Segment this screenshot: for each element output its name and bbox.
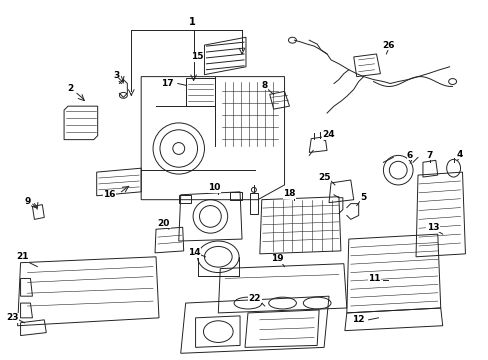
- Text: 15: 15: [191, 53, 203, 62]
- Text: 17: 17: [160, 79, 173, 88]
- Text: 26: 26: [381, 41, 394, 50]
- Text: 3: 3: [113, 71, 120, 80]
- Text: 18: 18: [283, 189, 295, 198]
- Text: 19: 19: [271, 254, 284, 263]
- Text: 16: 16: [103, 190, 116, 199]
- Text: 20: 20: [158, 219, 170, 228]
- Text: 5: 5: [360, 193, 366, 202]
- Text: 7: 7: [426, 151, 432, 160]
- Text: 4: 4: [455, 150, 462, 159]
- Text: 14: 14: [188, 248, 201, 257]
- Text: 21: 21: [16, 252, 29, 261]
- Text: 25: 25: [317, 172, 330, 181]
- Text: 6: 6: [406, 151, 412, 160]
- Text: 8: 8: [261, 81, 267, 90]
- Text: 12: 12: [352, 315, 364, 324]
- Text: 1: 1: [189, 18, 196, 27]
- Text: 10: 10: [208, 183, 220, 192]
- Text: 13: 13: [426, 223, 438, 232]
- Text: 2: 2: [67, 84, 73, 93]
- Text: 22: 22: [248, 294, 261, 303]
- Text: 9: 9: [24, 197, 31, 206]
- Text: 24: 24: [322, 130, 335, 139]
- Text: 23: 23: [6, 313, 19, 322]
- Text: 11: 11: [367, 274, 380, 283]
